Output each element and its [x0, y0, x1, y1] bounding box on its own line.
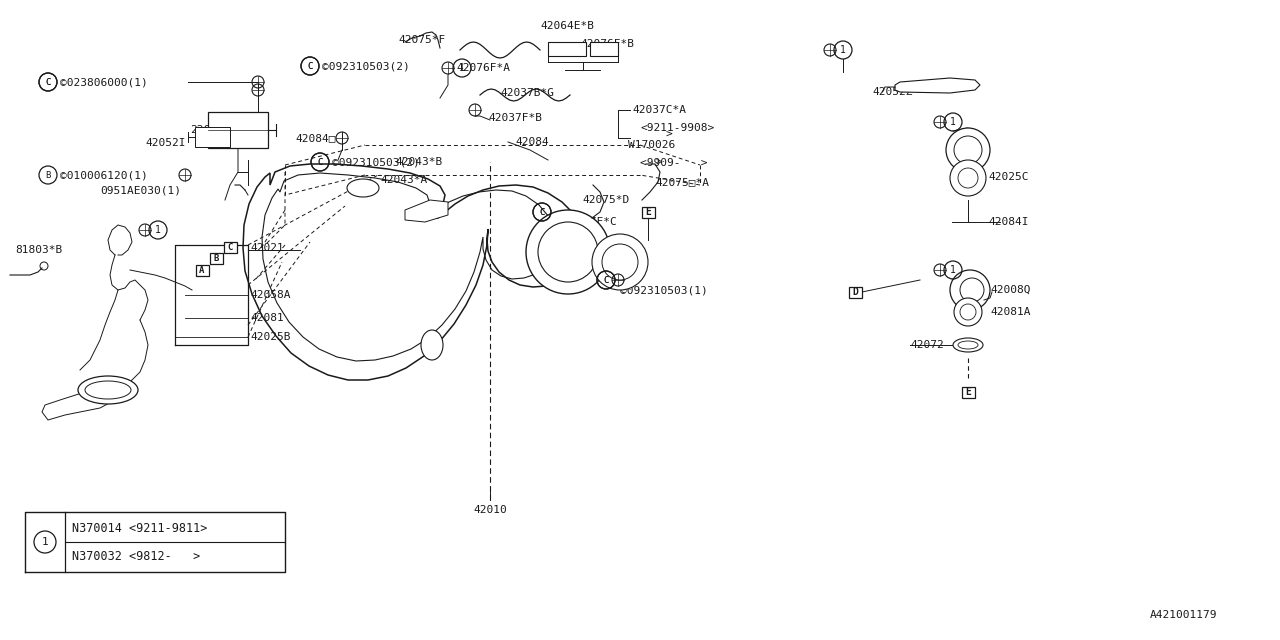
- Circle shape: [954, 298, 982, 326]
- Polygon shape: [42, 385, 118, 420]
- Text: 42081A: 42081A: [989, 307, 1030, 317]
- Text: 42084: 42084: [515, 137, 549, 147]
- Text: C: C: [45, 77, 51, 86]
- Text: 42037C*A: 42037C*A: [632, 105, 686, 115]
- Circle shape: [946, 128, 989, 172]
- FancyBboxPatch shape: [195, 127, 230, 147]
- Ellipse shape: [78, 376, 138, 404]
- Text: 42075*F: 42075*F: [398, 35, 445, 45]
- Text: 42075*D: 42075*D: [582, 195, 630, 205]
- Text: 42052I: 42052I: [145, 138, 186, 148]
- Text: ©010006120(1): ©010006120(1): [60, 170, 147, 180]
- FancyBboxPatch shape: [209, 112, 268, 148]
- FancyBboxPatch shape: [210, 253, 223, 264]
- Text: E: E: [965, 387, 972, 397]
- Text: 42076F*A: 42076F*A: [456, 63, 509, 73]
- Text: 42043*B: 42043*B: [396, 157, 443, 167]
- Text: 42010: 42010: [474, 505, 507, 515]
- Text: >: >: [655, 158, 662, 168]
- Text: >: >: [666, 130, 672, 140]
- Text: 1: 1: [460, 63, 465, 73]
- Text: C: C: [45, 77, 51, 86]
- Text: 42084□: 42084□: [294, 133, 335, 143]
- Text: C: C: [539, 207, 545, 216]
- Text: B: B: [45, 170, 51, 179]
- Text: C: C: [228, 243, 233, 252]
- Text: A421001179: A421001179: [1149, 610, 1217, 620]
- Text: W170026: W170026: [628, 140, 676, 150]
- FancyBboxPatch shape: [548, 42, 586, 56]
- Text: 81803*B: 81803*B: [15, 245, 63, 255]
- Circle shape: [602, 244, 637, 280]
- Text: 42058A: 42058A: [250, 290, 291, 300]
- Text: 1: 1: [155, 225, 161, 235]
- Polygon shape: [243, 164, 586, 380]
- Text: C: C: [603, 275, 609, 285]
- Text: C: C: [539, 207, 545, 216]
- Text: 42021: 42021: [250, 243, 284, 253]
- Text: D: D: [852, 287, 858, 297]
- Text: 42052Z: 42052Z: [872, 87, 913, 97]
- FancyBboxPatch shape: [641, 207, 654, 218]
- Text: 42043*A: 42043*A: [380, 175, 428, 185]
- Text: E: E: [645, 207, 652, 217]
- Polygon shape: [404, 200, 448, 222]
- Text: 42076F*B: 42076F*B: [580, 39, 634, 49]
- Text: 42081: 42081: [250, 313, 284, 323]
- Text: 1: 1: [840, 45, 846, 55]
- Text: ©092310503(1): ©092310503(1): [620, 285, 708, 295]
- Text: C: C: [317, 157, 323, 166]
- FancyBboxPatch shape: [849, 287, 861, 298]
- Text: ©023806000(1): ©023806000(1): [60, 77, 147, 87]
- Text: ©42037F*C: ©42037F*C: [556, 217, 617, 227]
- Text: <9909-   >: <9909- >: [640, 158, 708, 168]
- Text: A: A: [200, 266, 205, 275]
- Text: 42037B*G: 42037B*G: [500, 88, 554, 98]
- FancyBboxPatch shape: [961, 387, 974, 397]
- Text: B: B: [214, 253, 219, 262]
- Circle shape: [591, 234, 648, 290]
- Text: 42025C: 42025C: [988, 172, 1029, 182]
- Text: N370014 <9211-9811>: N370014 <9211-9811>: [72, 522, 207, 534]
- Circle shape: [538, 222, 598, 282]
- Text: 42084I: 42084I: [988, 217, 1029, 227]
- Polygon shape: [895, 78, 980, 93]
- Circle shape: [960, 304, 977, 320]
- Circle shape: [950, 270, 989, 310]
- Text: 42037F*B: 42037F*B: [488, 113, 541, 123]
- FancyBboxPatch shape: [196, 264, 209, 275]
- Text: 42064E*B: 42064E*B: [540, 21, 594, 31]
- Circle shape: [954, 136, 982, 164]
- Text: 42008Q: 42008Q: [989, 285, 1030, 295]
- Text: 1: 1: [950, 265, 956, 275]
- Text: <9211-9908>: <9211-9908>: [640, 123, 714, 133]
- Text: C: C: [603, 275, 609, 285]
- Text: 42072: 42072: [910, 340, 943, 350]
- Circle shape: [950, 160, 986, 196]
- Text: 0951AE030(1): 0951AE030(1): [100, 185, 180, 195]
- Ellipse shape: [84, 381, 131, 399]
- Text: C: C: [307, 61, 312, 70]
- Text: 22627: 22627: [189, 125, 224, 135]
- Text: ©092310503(2): ©092310503(2): [323, 61, 410, 71]
- Text: C: C: [307, 61, 312, 70]
- Text: 1: 1: [950, 117, 956, 127]
- FancyBboxPatch shape: [224, 241, 237, 253]
- Text: ©092310503(2): ©092310503(2): [332, 157, 420, 167]
- Text: C: C: [317, 157, 323, 166]
- Text: 1: 1: [42, 537, 49, 547]
- Ellipse shape: [957, 341, 978, 349]
- Circle shape: [960, 278, 984, 302]
- Ellipse shape: [421, 330, 443, 360]
- Text: 42075□*A: 42075□*A: [655, 177, 709, 187]
- Text: 42025B: 42025B: [250, 332, 291, 342]
- Text: N370032 <9812-   >: N370032 <9812- >: [72, 550, 200, 563]
- Circle shape: [957, 168, 978, 188]
- Ellipse shape: [954, 338, 983, 352]
- FancyBboxPatch shape: [590, 42, 618, 56]
- Ellipse shape: [347, 179, 379, 197]
- Circle shape: [526, 210, 611, 294]
